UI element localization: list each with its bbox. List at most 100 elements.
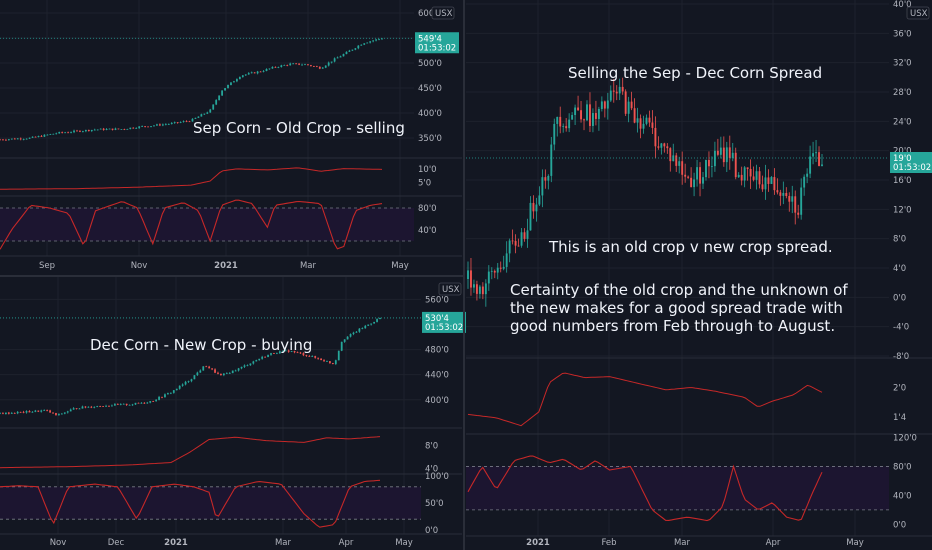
candle-body (34, 410, 37, 412)
candle-body (102, 128, 105, 130)
time-tick-label: Dec (108, 538, 125, 548)
oscillator-tick-label: 50'0 (425, 499, 444, 509)
candle-body (693, 179, 696, 188)
candle-body (333, 58, 336, 62)
sep-corn-chart[interactable]: 600'0550'0500'0450'0400'0350'010'05'080'… (0, 0, 462, 271)
candle-body (69, 409, 72, 412)
candle-body (690, 177, 693, 188)
time-tick-label: May (395, 538, 413, 548)
candle-body (496, 267, 499, 273)
candle-body (289, 63, 292, 66)
candle-body (76, 130, 78, 132)
candle-body (214, 369, 216, 373)
candle-body (19, 411, 22, 413)
candle-body (87, 406, 90, 408)
candle-body (363, 43, 366, 45)
candle-body (305, 355, 308, 357)
currency-badge[interactable]: USX (906, 6, 930, 20)
candle-body (13, 412, 16, 414)
currency-badge[interactable]: USX (438, 282, 462, 296)
candle-body (669, 148, 672, 162)
candle-body (230, 82, 232, 85)
candle-body (803, 176, 806, 188)
candle-body (5, 139, 7, 141)
candle-body (373, 321, 376, 324)
candle-body (138, 126, 141, 129)
bar-countdown: 01:53:02 (425, 323, 463, 333)
candle-body (378, 39, 380, 40)
candle-body (75, 408, 78, 410)
candle-body (141, 126, 144, 127)
candle-body (146, 402, 149, 404)
candle-body (326, 361, 328, 362)
candle-body (547, 175, 550, 181)
candle-body (137, 402, 140, 404)
candle-body (514, 240, 517, 246)
candle-body (794, 196, 797, 213)
candle-body (324, 65, 327, 68)
candle-body (812, 153, 815, 157)
candle-body (25, 138, 28, 140)
candle-body (345, 51, 348, 55)
candle-body (108, 405, 110, 407)
candle-body (367, 324, 370, 326)
candle-body (93, 129, 96, 131)
currency-badge[interactable]: USX (431, 6, 455, 20)
oscillator-tick-label: 120'0 (893, 433, 917, 443)
candle-body (125, 403, 128, 405)
last-price-badge: 19'001:53:02 (890, 152, 932, 173)
candle-body (31, 136, 34, 138)
candle-body (237, 368, 240, 371)
candle-body (116, 404, 119, 405)
candle-body (208, 366, 211, 369)
candle-body (2, 413, 4, 415)
candle-body (172, 390, 175, 393)
candle-body (249, 363, 252, 366)
spread-note-annotation: This is an old crop v new crop spread. (548, 238, 833, 256)
candle-body (797, 212, 800, 215)
candle-body (169, 392, 172, 394)
candle-body (493, 270, 496, 273)
price-tick-label: 500'0 (418, 59, 442, 69)
candle-body (624, 91, 627, 114)
candle-body (34, 136, 37, 138)
candle-body (508, 240, 511, 254)
candle-body (114, 128, 117, 130)
price-tick-label: 600'0 (418, 9, 442, 19)
candle-body (348, 50, 351, 52)
candle-body (108, 128, 111, 130)
sep-dec-spread-chart[interactable]: 40'0 36'0 32'0 28'0 24'0 20'0 16'0 12'0 8'0 4'0 0'… (466, 0, 932, 548)
price-tick-label: 40'0 (893, 0, 912, 10)
indicator-tick-label: 2'0 (893, 383, 906, 393)
candle-body (307, 64, 309, 66)
candle-body (205, 366, 208, 368)
oscillator-tick-label: 40'0 (418, 226, 437, 236)
candle-body (767, 177, 770, 184)
candle-body (81, 406, 84, 409)
candle-body (734, 152, 737, 178)
candle-body (589, 104, 591, 126)
candle-body (651, 122, 654, 128)
candle-body (684, 174, 687, 177)
candle-body (58, 413, 60, 415)
candle-body (202, 366, 205, 371)
candle-body (90, 129, 93, 131)
candle-body (156, 124, 158, 126)
last-price-value: 19'0 (893, 154, 912, 164)
candle-body (318, 66, 321, 69)
candle-body (31, 411, 34, 413)
candle-body (475, 284, 478, 294)
candle-body (538, 195, 541, 205)
candle-body (72, 408, 75, 410)
candle-body (197, 116, 200, 118)
candle-body (340, 341, 343, 351)
candle-body (728, 147, 731, 158)
candle-body (317, 357, 320, 359)
candle-body (252, 361, 255, 364)
candle-body (277, 67, 280, 68)
candle-body (281, 350, 284, 352)
candle-body (64, 132, 67, 134)
candle-body (358, 328, 361, 332)
